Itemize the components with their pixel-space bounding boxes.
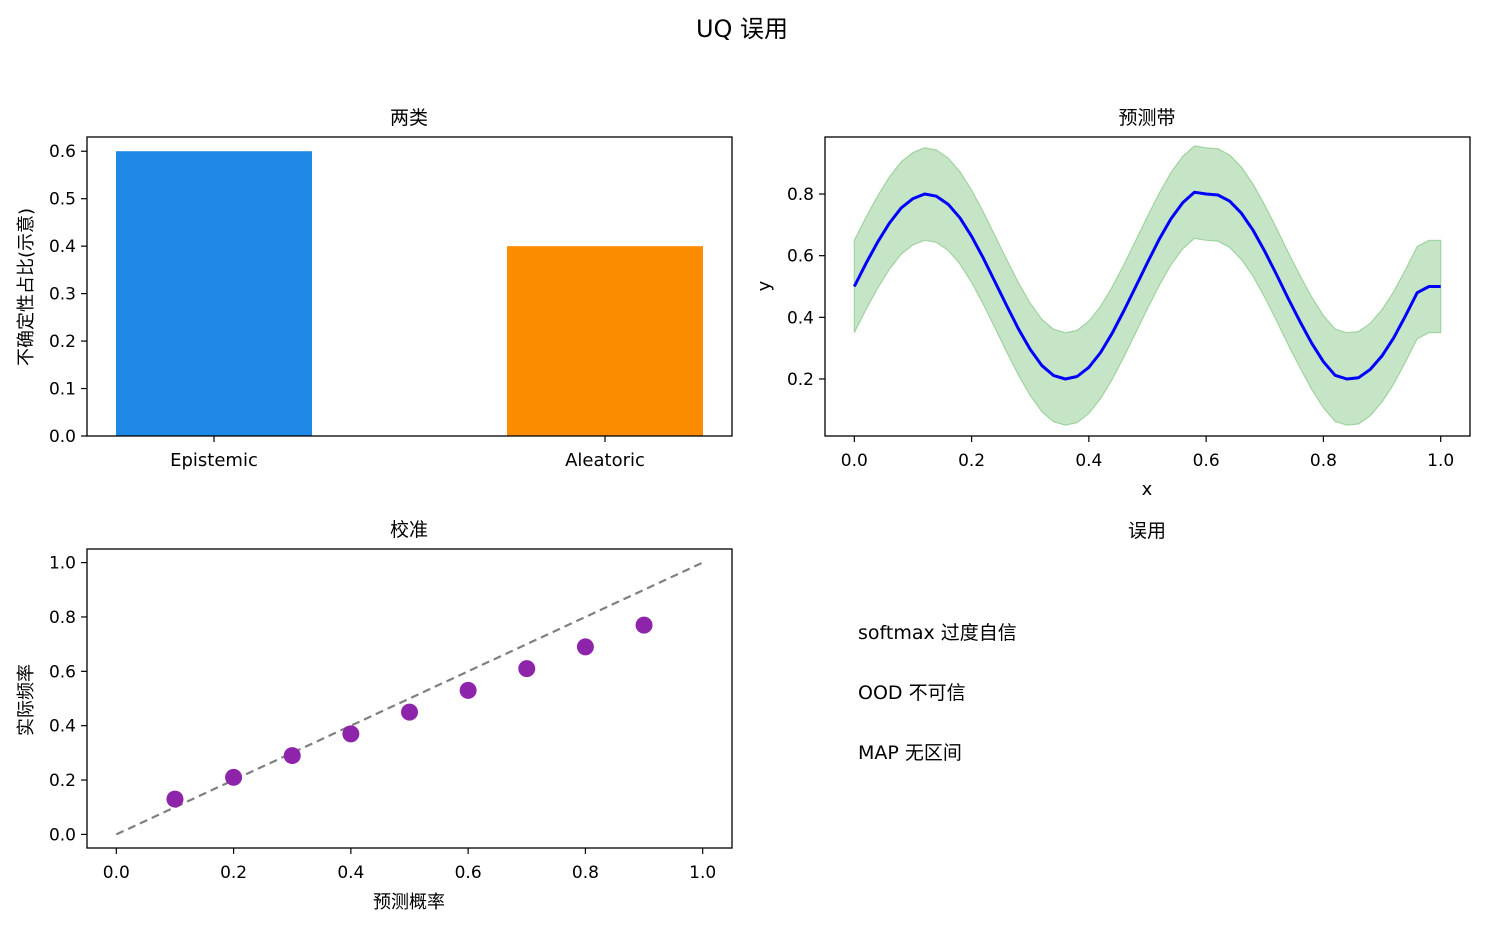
bar-aleatoric	[507, 246, 703, 436]
y-tick-label: 1.0	[49, 554, 76, 574]
y-tick-label: 0.6	[49, 662, 76, 682]
y-tick-label: 0.3	[49, 285, 76, 305]
bar-marks: Epistemic Aleatoric 0.0 0.1 0.2 0.3 0.4 0.5 0.6	[49, 142, 703, 471]
x-tick-label: 0.6	[1193, 451, 1220, 471]
x-tick-label: 0.0	[841, 451, 868, 471]
perfect-calibration-line	[115, 561, 704, 836]
x-tick-label: 0.4	[337, 863, 364, 883]
x-tick-label: 0.8	[1310, 451, 1337, 471]
calibration-point	[342, 725, 360, 743]
y-tick-label: 0.8	[787, 185, 814, 205]
bar-chart-ylabel: 不确定性占比(示意)	[16, 208, 37, 366]
y-tick-label: 0.2	[49, 771, 76, 791]
y-tick-label: 0.5	[49, 190, 76, 210]
calibration-point	[576, 638, 594, 656]
band-chart-panel: 预测带 x y 0.0 0.2 0.4 0.6 0.8 1.0 0.2 0.4 0.6 0.8	[754, 107, 1471, 500]
misuse-item: softmax 过度自信	[858, 622, 1017, 644]
y-tick-label: 0.4	[49, 717, 76, 737]
calibration-chart-frame	[86, 548, 733, 849]
y-tick-label: 0.0	[49, 825, 76, 845]
calibration-point	[518, 660, 536, 678]
x-tick-label: 1.0	[1427, 451, 1454, 471]
bar-chart-panel: 两类 不确定性占比(示意) Epistemic Aleatoric 0.0 0.1 0.…	[16, 107, 733, 471]
calibration-chart-title: 校准	[390, 519, 428, 541]
band-chart-xlabel: x	[1142, 479, 1153, 500]
y-tick-label: 0.8	[49, 608, 76, 628]
calibration-chart-xlabel: 预测概率	[373, 892, 445, 913]
x-tick-label: 0.6	[455, 863, 482, 883]
calibration-chart-ylabel: 实际频率	[16, 664, 37, 736]
y-tick-label: 0.4	[49, 237, 76, 257]
band-chart-frame	[824, 136, 1471, 437]
misuse-text-panel: 误用 softmax 过度自信 OOD 不可信 MAP 无区间	[858, 520, 1166, 764]
prediction-mean-line	[852, 190, 1441, 381]
y-tick-label: 0.2	[787, 370, 814, 390]
misuse-panel-title: 误用	[1128, 520, 1166, 542]
y-tick-label: 0.6	[49, 142, 76, 162]
calibration-point	[459, 681, 477, 699]
x-tick-label: Epistemic	[170, 450, 258, 471]
x-tick-label: 1.0	[689, 863, 716, 883]
x-tick-label: 0.2	[220, 863, 247, 883]
calibration-point	[635, 616, 653, 634]
bar-chart-frame	[86, 136, 733, 437]
x-tick-label: 0.2	[958, 451, 985, 471]
bar-epistemic	[116, 151, 312, 436]
band-chart-ylabel: y	[754, 280, 775, 291]
y-tick-label: 0.6	[787, 247, 814, 267]
calibration-point	[166, 790, 184, 808]
prediction-band	[853, 145, 1442, 426]
x-tick-label: 0.8	[572, 863, 599, 883]
misuse-item: MAP 无区间	[858, 742, 962, 764]
band-marks: 0.0 0.2 0.4 0.6 0.8 1.0 0.2 0.4 0.6 0.8	[787, 145, 1454, 471]
band-chart-title: 预测带	[1118, 107, 1175, 129]
x-tick-label: 0.4	[1075, 451, 1102, 471]
calibration-point	[225, 768, 243, 786]
x-tick-label: Aleatoric	[565, 450, 645, 471]
y-tick-label: 0.4	[787, 308, 814, 328]
calibration-point	[283, 747, 301, 765]
misuse-item: OOD 不可信	[858, 682, 966, 704]
calibration-chart-panel: 校准 预测概率 实际频率 0.0 0.2 0.4 0.6 0.8 1.0 0.0 0.2 0.4…	[16, 519, 733, 913]
calibration-point	[401, 703, 418, 721]
figure-title: UQ 误用	[696, 15, 788, 43]
y-tick-label: 0.1	[49, 380, 76, 400]
bar-chart-title: 两类	[390, 107, 428, 129]
calibration-marks: 0.0 0.2 0.4 0.6 0.8 1.0 0.0 0.2 0.4 0.6 0.8 1.0	[49, 554, 716, 883]
y-tick-label: 0.0	[49, 427, 76, 447]
y-tick-label: 0.2	[49, 332, 76, 352]
x-tick-label: 0.0	[103, 863, 130, 883]
